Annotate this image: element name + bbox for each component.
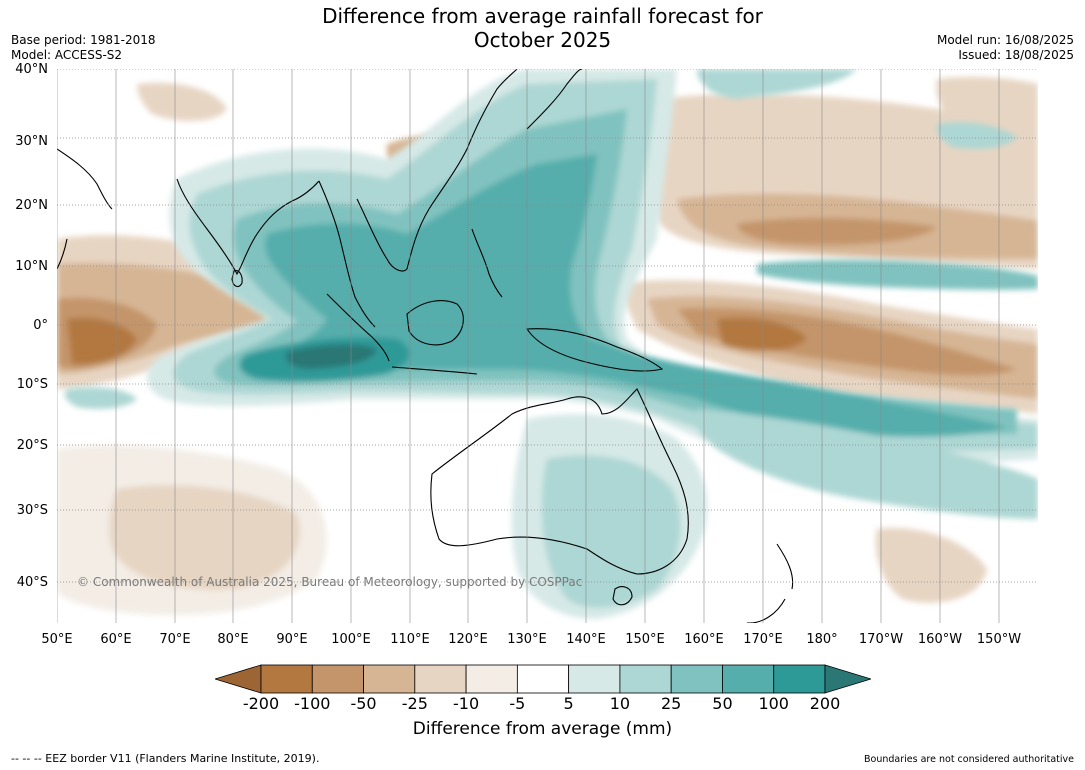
dry-region-pacific-deep (717, 317, 807, 351)
coastline-arabia (57, 148, 113, 210)
rainfall-anomaly-map (57, 69, 1038, 623)
wet-region-north-pacific-strip (757, 259, 1038, 290)
colorbar-tick-label: -100 (294, 694, 331, 713)
coastline-se-asia (318, 180, 408, 328)
lat-label: 10°S (16, 377, 48, 392)
boundary-disclaimer: Boundaries are not considered authoritat… (864, 754, 1074, 765)
wet-region-north-pacific-patch (936, 122, 1017, 149)
model-name: Model: ACCESS-S2 (11, 48, 123, 62)
wet-region-maritime-core (261, 154, 877, 409)
lon-label: 80°E (217, 632, 249, 647)
lat-label: 30°N (15, 134, 48, 149)
wet-region-indian-ocean-deep (285, 344, 377, 369)
colorbar-tick-label: 10 (609, 694, 631, 713)
meta-right: Model run: 16/08/2025 Issued: 18/08/2025 (937, 33, 1074, 63)
lon-label: 120°E (448, 632, 488, 647)
colorbar-tick-label: -200 (242, 694, 280, 713)
lat-label: 20°N (15, 198, 48, 213)
issued-date: Issued: 18/08/2025 (958, 48, 1074, 62)
colorbar-segment (363, 664, 416, 694)
coastline-philippines (471, 228, 503, 298)
lat-label: 30°S (16, 503, 48, 518)
lon-label: 110°E (390, 632, 430, 647)
eez-footnote: -- -- -- EEZ border V11 (Flanders Marine… (11, 752, 320, 765)
colorbar-svg (213, 664, 873, 694)
map-title: Difference from average rainfall forecas… (0, 4, 1085, 52)
dry-region-southwest-pacific (875, 528, 987, 603)
colorbar-segment (414, 664, 467, 694)
colorbar-segment (568, 664, 621, 694)
coastline-china (406, 69, 518, 270)
lon-label: 170°W (858, 632, 904, 647)
colorbar (213, 664, 873, 694)
lon-label: 170°E (743, 632, 783, 647)
coastline-tasmania (612, 586, 633, 606)
lat-label: 20°S (16, 438, 48, 453)
colorbar-tick-label: 100 (758, 694, 789, 713)
colorbar-segment (619, 664, 672, 694)
colorbar-tick-label: 50 (712, 694, 733, 713)
dry-region-south-indian-inner (109, 485, 300, 590)
colorbar-segment (311, 664, 364, 694)
base-period: Base period: 1981-2018 (11, 33, 156, 47)
lon-label: 160°E (684, 632, 724, 647)
lon-label: 90°E (276, 632, 308, 647)
copyright-notice: © Commonwealth of Australia 2025, Bureau… (77, 575, 583, 589)
colorbar-segment (722, 664, 775, 694)
coastline-africa (57, 238, 68, 270)
colorbar-tick-label: -10 (453, 694, 480, 713)
lon-label: 140°E (566, 632, 606, 647)
colorbar-tick-label: -25 (401, 694, 428, 713)
coastline-australia (430, 388, 689, 575)
lon-label: 50°E (41, 632, 73, 647)
colorbar-segment (465, 664, 518, 694)
title-line-1: Difference from average rainfall forecas… (322, 4, 763, 28)
lon-label: 150°W (976, 632, 1022, 647)
wet-region-south-indian-patch (64, 387, 137, 409)
dry-region-far-north-pacific (936, 76, 1038, 129)
wet-anomaly-regions (64, 69, 1038, 619)
colorbar-segment (773, 664, 826, 694)
coastline-sumatra (326, 293, 390, 362)
coastline-new-zealand (747, 543, 794, 623)
title-line-2: October 2025 (473, 28, 612, 52)
model-run: Model run: 16/08/2025 (936, 33, 1074, 47)
colorbar-tick-label: 5 (563, 694, 574, 713)
coastline-india (176, 178, 320, 276)
lon-label: 160°W (917, 632, 963, 647)
meta-left: Base period: 1981-2018 Model: ACCESS-S2 (11, 33, 156, 63)
lon-label: 130°E (507, 632, 547, 647)
lat-label: 10°N (15, 259, 48, 274)
lon-label: 60°E (100, 632, 132, 647)
colorbar-segment (516, 664, 570, 694)
lon-label: 70°E (159, 632, 191, 647)
colorbar-tick-label: 25 (660, 694, 682, 713)
colorbar-segment (670, 664, 723, 694)
lon-label: 150°E (625, 632, 665, 647)
dry-region-north-pacific-core (737, 217, 937, 246)
graticule-lon (57, 69, 1000, 623)
wet-region-south-pacific-east (693, 409, 1038, 519)
colorbar-extend-max (824, 664, 873, 694)
colorbar-tick-label: -50 (350, 694, 377, 713)
lat-label: 40°N (15, 62, 48, 77)
coastlines (57, 69, 794, 623)
lat-label: 0° (33, 318, 48, 333)
coastline-japan (526, 69, 583, 130)
lat-label: 40°S (16, 575, 48, 590)
dry-region-arabia (137, 82, 227, 121)
coastline-new-guinea (526, 328, 664, 372)
lon-label: 180° (806, 632, 838, 647)
colorbar-tick-label: -5 (509, 694, 526, 713)
colorbar-label: Difference from average (mm) (412, 719, 673, 739)
colorbar-tick-label: 200 (809, 694, 841, 713)
dry-region-west-indian-deep (67, 317, 137, 365)
wet-region-south-pacific-core (673, 374, 1007, 437)
lon-label: 100°E (331, 632, 371, 647)
wet-region-australia-east (542, 455, 681, 608)
map-svg (57, 69, 1038, 623)
colorbar-extend-min (213, 664, 262, 694)
wet-region-north-pacific-light (697, 69, 857, 99)
colorbar-segment (260, 664, 313, 694)
